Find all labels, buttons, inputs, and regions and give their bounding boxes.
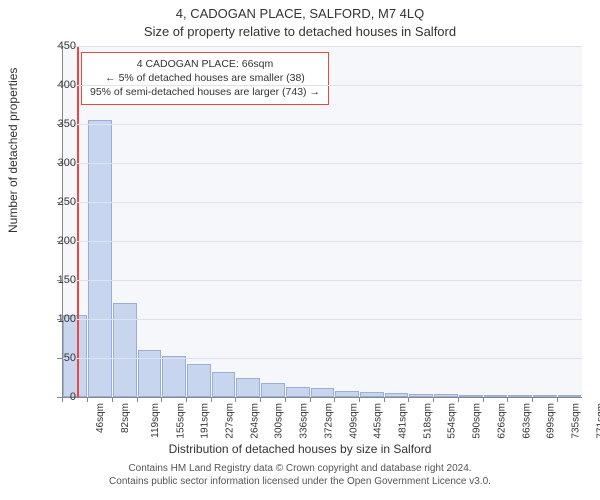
xtick-mark	[161, 397, 162, 402]
histogram-bar	[508, 395, 532, 397]
xtick-label: 119sqm	[150, 403, 161, 438]
xtick-mark	[87, 397, 88, 402]
ytick-mark	[57, 241, 62, 242]
histogram-bar	[385, 393, 409, 397]
xtick-mark	[359, 397, 360, 402]
xtick-mark	[285, 397, 286, 402]
gridline-h	[63, 202, 582, 203]
gridline-h	[63, 319, 582, 320]
xtick-mark	[260, 397, 261, 402]
xtick-mark	[433, 397, 434, 402]
histogram-bar	[434, 394, 458, 397]
annotation-box: 4 CADOGAN PLACE: 66sqm← 5% of detached h…	[81, 52, 329, 105]
histogram-bar	[113, 303, 137, 397]
histogram-bar	[88, 120, 112, 397]
ytick-mark	[57, 46, 62, 47]
histogram-bar	[484, 395, 508, 397]
chart-subtitle: Size of property relative to detached ho…	[0, 24, 600, 39]
chart-plot-area: 4 CADOGAN PLACE: 66sqm← 5% of detached h…	[62, 46, 582, 398]
xtick-label: 554sqm	[447, 403, 458, 439]
histogram-bar	[261, 383, 285, 397]
xtick-label: 663sqm	[521, 403, 532, 439]
histogram-bar	[187, 364, 211, 397]
xtick-mark	[384, 397, 385, 402]
xtick-label: 155sqm	[175, 403, 186, 439]
footer-line-1: Contains HM Land Registry data © Crown c…	[0, 462, 600, 475]
gridline-h	[63, 124, 582, 125]
footer-attribution: Contains HM Land Registry data © Crown c…	[0, 462, 600, 488]
x-axis-label: Distribution of detached houses by size …	[0, 442, 600, 456]
ytick-mark	[57, 124, 62, 125]
xtick-label: 264sqm	[249, 403, 260, 439]
ytick-mark	[57, 319, 62, 320]
gridline-h	[63, 241, 582, 242]
xtick-mark	[483, 397, 484, 402]
gridline-h	[63, 85, 582, 86]
xtick-mark	[334, 397, 335, 402]
histogram-bar	[459, 395, 483, 397]
xtick-mark	[458, 397, 459, 402]
footer-line-2: Contains public sector information licen…	[0, 475, 600, 488]
xtick-label: 82sqm	[120, 403, 131, 433]
xtick-mark	[408, 397, 409, 402]
ytick-mark	[57, 202, 62, 203]
annotation-line: ← 5% of detached houses are smaller (38)	[90, 71, 320, 85]
xtick-label: 771sqm	[595, 403, 600, 439]
xtick-mark	[507, 397, 508, 402]
histogram-bar	[286, 387, 310, 397]
histogram-bar	[311, 388, 335, 397]
xtick-mark	[62, 397, 63, 402]
xtick-label: 300sqm	[274, 403, 285, 439]
gridline-h	[63, 280, 582, 281]
ytick-mark	[57, 397, 62, 398]
xtick-label: 409sqm	[348, 403, 359, 439]
histogram-bar	[360, 392, 384, 397]
histogram-bar	[236, 378, 260, 398]
xtick-mark	[557, 397, 558, 402]
histogram-bar	[212, 372, 236, 397]
ytick-mark	[57, 163, 62, 164]
xtick-label: 699sqm	[546, 403, 557, 439]
xtick-label: 445sqm	[373, 403, 384, 439]
xtick-label: 481sqm	[398, 403, 409, 439]
xtick-mark	[235, 397, 236, 402]
xtick-mark	[532, 397, 533, 402]
xtick-label: 626sqm	[497, 403, 508, 439]
y-axis-label: Number of detached properties	[6, 68, 20, 233]
gridline-h	[63, 46, 582, 47]
xtick-label: 46sqm	[96, 403, 107, 433]
xtick-mark	[112, 397, 113, 402]
histogram-bar	[162, 356, 186, 397]
histogram-bar	[533, 395, 557, 397]
xtick-mark	[310, 397, 311, 402]
xtick-label: 191sqm	[200, 403, 211, 439]
highlight-line	[77, 46, 79, 397]
address-title: 4, CADOGAN PLACE, SALFORD, M7 4LQ	[0, 6, 600, 21]
histogram-bar	[409, 394, 433, 397]
ytick-mark	[57, 358, 62, 359]
histogram-bar	[335, 391, 359, 397]
xtick-mark	[211, 397, 212, 402]
ytick-mark	[57, 85, 62, 86]
ytick-mark	[57, 280, 62, 281]
gridline-h	[63, 358, 582, 359]
xtick-mark	[137, 397, 138, 402]
xtick-mark	[186, 397, 187, 402]
xtick-label: 227sqm	[225, 403, 236, 439]
gridline-h	[63, 163, 582, 164]
xtick-label: 336sqm	[299, 403, 310, 439]
histogram-bar	[558, 395, 582, 397]
xtick-label: 735sqm	[571, 403, 582, 439]
annotation-line: 4 CADOGAN PLACE: 66sqm	[90, 57, 320, 71]
xtick-label: 518sqm	[422, 403, 433, 439]
annotation-line: 95% of semi-detached houses are larger (…	[90, 85, 320, 99]
xtick-label: 372sqm	[324, 403, 335, 439]
xtick-label: 590sqm	[472, 403, 483, 439]
